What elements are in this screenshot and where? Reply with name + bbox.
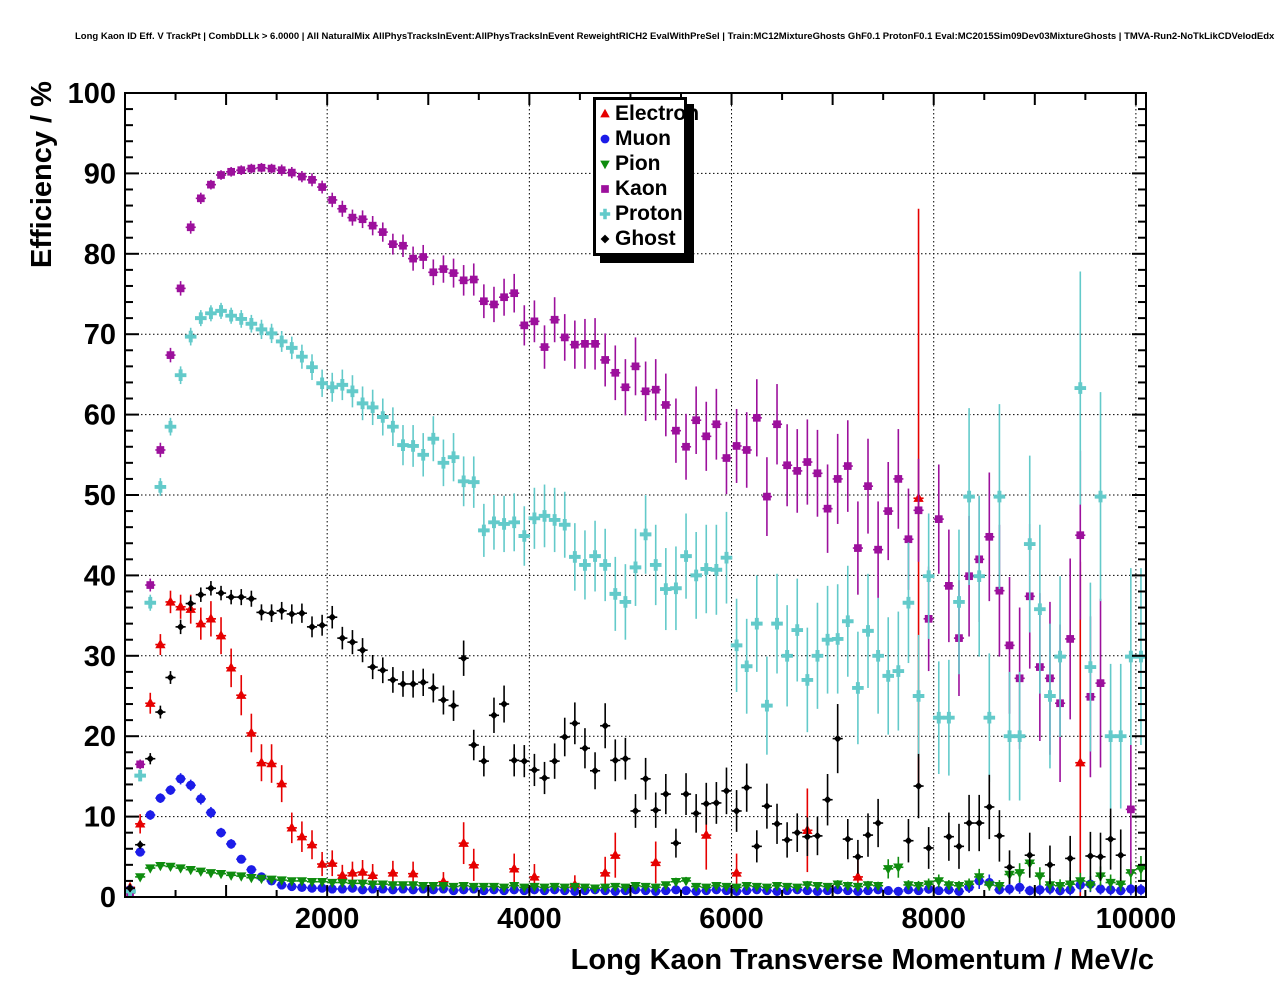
legend-entry-muon: Muon (598, 126, 684, 151)
series-pion (125, 851, 1146, 897)
kaon-marker-icon (601, 184, 609, 193)
x-tick-label: 2000 (295, 903, 360, 935)
ghost-marker-icon (600, 234, 610, 243)
x-tick-label: 4000 (497, 903, 562, 935)
y-tick-label: 40 (84, 560, 116, 592)
pion-marker-icon (600, 160, 610, 169)
legend-label: Muon (615, 126, 671, 150)
legend-label: Ghost (615, 226, 676, 250)
y-tick-label: 100 (68, 78, 116, 110)
plot-frame (124, 92, 1147, 898)
y-tick-label: 0 (100, 882, 116, 914)
series-kaon (125, 162, 1136, 897)
y-tick-label: 60 (84, 400, 116, 432)
y-tick-label: 50 (84, 480, 116, 512)
x-tick-label: 10000 (1096, 903, 1177, 935)
legend-entry-kaon: Kaon (598, 176, 684, 201)
x-tick-label: 6000 (699, 903, 764, 935)
y-axis-title: Efficiency / % (26, 81, 58, 268)
y-tick-label: 30 (84, 641, 116, 673)
legend: Electron Muon Pion Kaon Proton Ghost (593, 97, 699, 256)
y-tick-label: 20 (84, 721, 116, 753)
x-tick-label: 8000 (901, 903, 966, 935)
legend-entry-proton: Proton (598, 201, 684, 226)
legend-entry-ghost: Ghost (598, 226, 684, 251)
x-axis-title: Long Kaon Transverse Momentum / MeV/c (570, 944, 1154, 976)
legend-entry-pion: Pion (598, 151, 684, 176)
electron-marker-icon (600, 108, 610, 117)
x-tick-labels: 2000 4000 6000 8000 10000 (295, 903, 1176, 935)
legend-label: Pion (615, 151, 661, 175)
series-ghost (125, 581, 1126, 893)
y-tick-label: 90 (84, 158, 116, 190)
y-tick-label: 70 (84, 319, 116, 351)
legend-label: Electron (615, 101, 700, 125)
muon-marker-icon (600, 134, 610, 143)
series-proton (125, 271, 1146, 897)
data-series-layer (125, 162, 1146, 897)
y-tick-labels: 0 10 20 30 40 50 60 70 80 90 100 (68, 78, 116, 914)
legend-entry-electron: Electron (598, 101, 699, 126)
legend-label: Proton (615, 201, 683, 225)
proton-marker-icon (599, 208, 611, 219)
y-tick-label: 10 (84, 802, 116, 834)
plot-title: Long Kaon ID Eff. V TrackPt | CombDLLk >… (75, 31, 1276, 42)
legend-label: Kaon (615, 176, 668, 200)
axis-ticks (125, 92, 1146, 898)
y-tick-label: 80 (84, 239, 116, 271)
